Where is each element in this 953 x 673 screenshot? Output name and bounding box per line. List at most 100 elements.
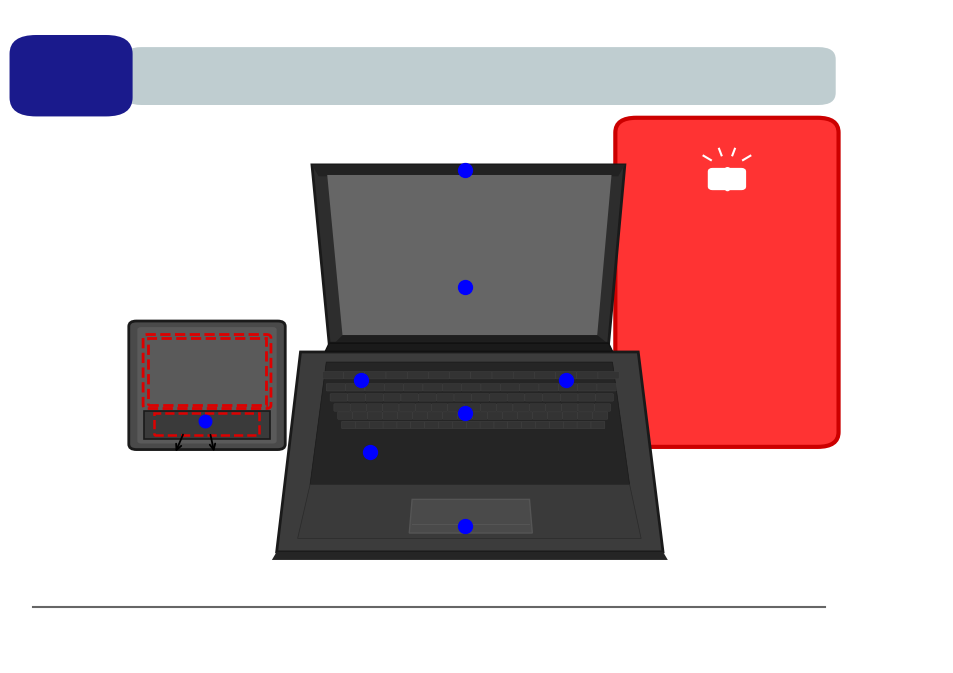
FancyBboxPatch shape bbox=[595, 394, 613, 401]
FancyBboxPatch shape bbox=[124, 47, 835, 105]
FancyBboxPatch shape bbox=[598, 371, 618, 379]
FancyBboxPatch shape bbox=[403, 384, 422, 391]
FancyBboxPatch shape bbox=[479, 421, 494, 429]
FancyBboxPatch shape bbox=[365, 394, 383, 401]
FancyBboxPatch shape bbox=[442, 412, 457, 419]
FancyBboxPatch shape bbox=[400, 394, 418, 401]
FancyBboxPatch shape bbox=[386, 371, 407, 379]
FancyBboxPatch shape bbox=[397, 412, 413, 419]
FancyBboxPatch shape bbox=[562, 421, 577, 429]
FancyBboxPatch shape bbox=[422, 384, 442, 391]
Bar bbox=[153, 413, 259, 435]
FancyBboxPatch shape bbox=[411, 421, 424, 429]
Polygon shape bbox=[312, 165, 624, 176]
FancyBboxPatch shape bbox=[577, 384, 597, 391]
FancyBboxPatch shape bbox=[524, 394, 542, 401]
Polygon shape bbox=[310, 362, 629, 485]
FancyBboxPatch shape bbox=[615, 118, 838, 447]
FancyBboxPatch shape bbox=[534, 371, 555, 379]
FancyBboxPatch shape bbox=[322, 371, 343, 379]
FancyBboxPatch shape bbox=[383, 421, 396, 429]
FancyBboxPatch shape bbox=[494, 421, 507, 429]
FancyBboxPatch shape bbox=[454, 394, 471, 401]
FancyBboxPatch shape bbox=[535, 421, 549, 429]
FancyBboxPatch shape bbox=[353, 412, 367, 419]
FancyBboxPatch shape bbox=[519, 384, 538, 391]
FancyBboxPatch shape bbox=[594, 404, 610, 411]
FancyBboxPatch shape bbox=[10, 35, 132, 116]
FancyBboxPatch shape bbox=[499, 384, 519, 391]
Polygon shape bbox=[312, 165, 624, 343]
FancyBboxPatch shape bbox=[597, 384, 616, 391]
FancyBboxPatch shape bbox=[532, 412, 547, 419]
FancyBboxPatch shape bbox=[497, 404, 513, 411]
FancyBboxPatch shape bbox=[367, 412, 382, 419]
Polygon shape bbox=[297, 485, 640, 538]
FancyBboxPatch shape bbox=[343, 371, 364, 379]
FancyBboxPatch shape bbox=[330, 394, 348, 401]
FancyBboxPatch shape bbox=[473, 412, 487, 419]
Polygon shape bbox=[327, 175, 611, 335]
FancyBboxPatch shape bbox=[461, 384, 480, 391]
FancyBboxPatch shape bbox=[558, 384, 577, 391]
FancyBboxPatch shape bbox=[578, 412, 592, 419]
Polygon shape bbox=[409, 499, 532, 533]
FancyBboxPatch shape bbox=[436, 394, 454, 401]
FancyBboxPatch shape bbox=[366, 404, 382, 411]
Polygon shape bbox=[272, 552, 667, 560]
FancyBboxPatch shape bbox=[542, 394, 559, 401]
FancyBboxPatch shape bbox=[384, 384, 403, 391]
FancyBboxPatch shape bbox=[452, 421, 466, 429]
FancyBboxPatch shape bbox=[480, 384, 499, 391]
FancyBboxPatch shape bbox=[529, 404, 545, 411]
FancyBboxPatch shape bbox=[396, 421, 411, 429]
FancyBboxPatch shape bbox=[578, 404, 594, 411]
FancyBboxPatch shape bbox=[137, 327, 276, 444]
FancyBboxPatch shape bbox=[355, 421, 369, 429]
FancyBboxPatch shape bbox=[413, 412, 427, 419]
FancyBboxPatch shape bbox=[326, 384, 345, 391]
FancyBboxPatch shape bbox=[559, 394, 578, 401]
FancyBboxPatch shape bbox=[418, 394, 436, 401]
FancyBboxPatch shape bbox=[489, 394, 507, 401]
FancyBboxPatch shape bbox=[492, 371, 513, 379]
FancyBboxPatch shape bbox=[383, 394, 400, 401]
FancyBboxPatch shape bbox=[545, 404, 561, 411]
FancyBboxPatch shape bbox=[466, 421, 479, 429]
FancyBboxPatch shape bbox=[502, 412, 517, 419]
FancyBboxPatch shape bbox=[708, 169, 744, 189]
FancyBboxPatch shape bbox=[447, 404, 463, 411]
FancyBboxPatch shape bbox=[398, 404, 415, 411]
Bar bbox=[148, 338, 266, 405]
FancyBboxPatch shape bbox=[507, 394, 524, 401]
FancyBboxPatch shape bbox=[471, 394, 489, 401]
FancyBboxPatch shape bbox=[341, 421, 355, 429]
FancyBboxPatch shape bbox=[424, 421, 438, 429]
FancyBboxPatch shape bbox=[382, 412, 397, 419]
FancyBboxPatch shape bbox=[487, 412, 502, 419]
FancyBboxPatch shape bbox=[513, 371, 534, 379]
FancyBboxPatch shape bbox=[449, 371, 471, 379]
Polygon shape bbox=[335, 335, 605, 342]
FancyBboxPatch shape bbox=[463, 404, 480, 411]
Polygon shape bbox=[276, 352, 662, 552]
FancyBboxPatch shape bbox=[415, 404, 431, 411]
FancyBboxPatch shape bbox=[365, 384, 384, 391]
FancyBboxPatch shape bbox=[577, 421, 590, 429]
FancyBboxPatch shape bbox=[590, 421, 604, 429]
FancyBboxPatch shape bbox=[369, 421, 383, 429]
FancyBboxPatch shape bbox=[442, 384, 461, 391]
Polygon shape bbox=[325, 343, 612, 351]
FancyBboxPatch shape bbox=[427, 412, 442, 419]
FancyBboxPatch shape bbox=[407, 371, 428, 379]
FancyBboxPatch shape bbox=[337, 412, 353, 419]
FancyBboxPatch shape bbox=[513, 404, 529, 411]
FancyBboxPatch shape bbox=[538, 384, 558, 391]
FancyBboxPatch shape bbox=[334, 404, 350, 411]
FancyBboxPatch shape bbox=[350, 404, 366, 411]
FancyBboxPatch shape bbox=[507, 421, 521, 429]
FancyBboxPatch shape bbox=[129, 321, 285, 450]
FancyBboxPatch shape bbox=[345, 384, 365, 391]
FancyBboxPatch shape bbox=[480, 404, 497, 411]
FancyBboxPatch shape bbox=[517, 412, 532, 419]
